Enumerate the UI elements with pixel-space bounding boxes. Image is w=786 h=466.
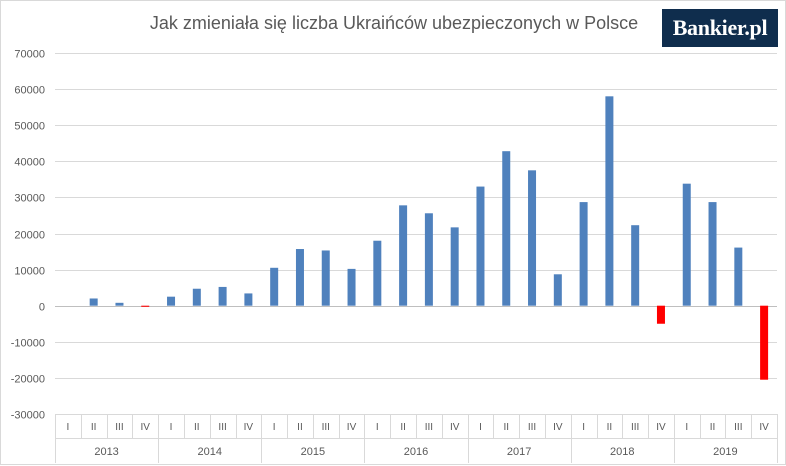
bar xyxy=(579,202,588,306)
bar xyxy=(656,305,665,324)
x-tick-label: III xyxy=(218,422,226,433)
bar xyxy=(167,296,176,306)
x-tick-label: III xyxy=(425,422,433,433)
x-tick-label: I xyxy=(170,422,173,433)
bar xyxy=(218,286,227,306)
x-tick-label: I xyxy=(685,422,688,433)
x-tick-label: IV xyxy=(553,422,563,433)
year-label: 2015 xyxy=(301,446,325,458)
x-tick-label: III xyxy=(734,422,742,433)
bar xyxy=(553,274,562,306)
bar xyxy=(115,302,124,306)
year-label: 2016 xyxy=(404,446,428,458)
x-tick-label: I xyxy=(376,422,379,433)
x-tick-label: IV xyxy=(759,422,769,433)
x-tick-label: I xyxy=(582,422,585,433)
year-label: 2014 xyxy=(197,446,221,458)
year-label: 2019 xyxy=(713,446,737,458)
x-tick-label: IV xyxy=(450,422,460,433)
x-tick-label: II xyxy=(400,422,406,433)
bar xyxy=(270,267,279,306)
bar xyxy=(450,227,459,306)
bar xyxy=(89,298,98,306)
bar xyxy=(631,225,640,306)
y-tick-label: 70000 xyxy=(14,49,45,61)
x-tick-label: II xyxy=(710,422,716,433)
chart-title: Jak zmieniała się liczba Ukraińców ubezp… xyxy=(149,13,639,33)
x-tick-label: III xyxy=(115,422,123,433)
x-tick-label: III xyxy=(322,422,330,433)
bar xyxy=(399,205,408,306)
x-tick-label: IV xyxy=(656,422,666,433)
x-tick-label: II xyxy=(91,422,97,433)
year-label: 2013 xyxy=(94,446,118,458)
x-tick-label: IV xyxy=(141,422,151,433)
bar xyxy=(708,202,717,306)
x-tick-label: III xyxy=(631,422,639,433)
bar xyxy=(141,305,150,307)
year-label: 2018 xyxy=(610,446,634,458)
y-tick-label: -10000 xyxy=(11,338,45,350)
x-tick-label: IV xyxy=(347,422,357,433)
bar xyxy=(192,288,201,306)
bar xyxy=(502,151,511,306)
y-tick-label: 30000 xyxy=(14,193,45,205)
x-tick-label: IV xyxy=(244,422,254,433)
bar xyxy=(244,293,253,306)
x-tick-label: I xyxy=(273,422,276,433)
y-tick-label: 20000 xyxy=(14,230,45,242)
bar xyxy=(734,247,743,306)
y-tick-label: -30000 xyxy=(11,410,45,422)
bar xyxy=(605,96,614,306)
bar xyxy=(321,250,330,306)
bar xyxy=(476,186,485,306)
bar xyxy=(424,213,433,306)
x-tick-label: I xyxy=(67,422,70,433)
y-tick-label: 60000 xyxy=(14,85,45,97)
y-tick-label: 40000 xyxy=(14,157,45,169)
bar xyxy=(682,183,691,306)
y-tick-label: 10000 xyxy=(14,266,45,278)
y-tick-label: -20000 xyxy=(11,374,45,386)
year-label: 2017 xyxy=(507,446,531,458)
y-tick-label: 0 xyxy=(39,302,45,314)
x-tick-label: II xyxy=(503,422,509,433)
x-tick-label: II xyxy=(297,422,303,433)
bar xyxy=(347,268,356,306)
x-tick-label: II xyxy=(194,422,200,433)
bar xyxy=(373,240,382,306)
bankier-logo: Bankier.pl xyxy=(662,9,778,47)
y-tick-label: 50000 xyxy=(14,121,45,133)
bar xyxy=(528,170,537,306)
x-tick-label: I xyxy=(479,422,482,433)
x-tick-label: II xyxy=(607,422,613,433)
x-tick-label: III xyxy=(528,422,536,433)
bar xyxy=(295,249,304,306)
bar xyxy=(760,305,769,380)
